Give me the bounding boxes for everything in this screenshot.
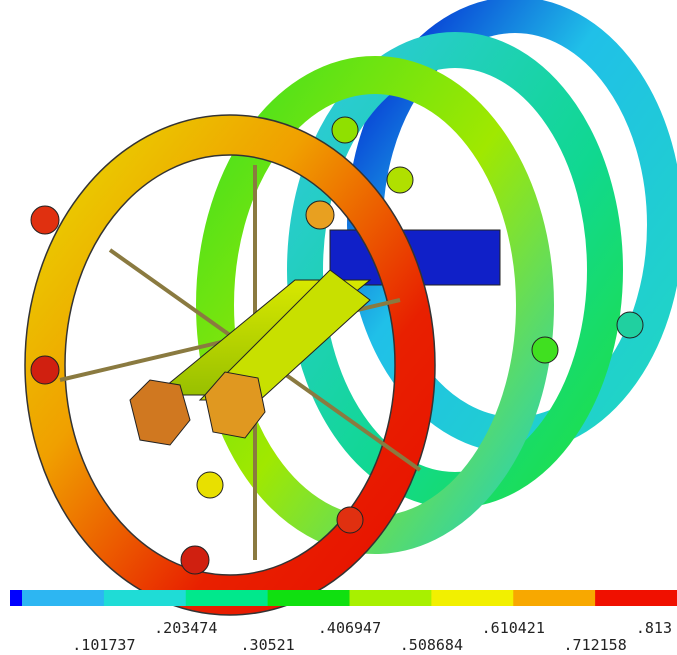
legend-label: .813 bbox=[636, 619, 672, 637]
legend-swatch bbox=[104, 590, 186, 606]
legend-label: .203474 bbox=[154, 619, 217, 637]
bolt bbox=[387, 167, 413, 193]
legend-swatch bbox=[431, 590, 513, 606]
bolt bbox=[181, 546, 209, 574]
contour-plot: .101737 .203474 .30521 .406947 .508684 .61042… bbox=[0, 0, 677, 655]
legend: .101737 .203474 .30521 .406947 .508684 .61042… bbox=[10, 590, 677, 654]
legend-swatch bbox=[513, 590, 595, 606]
legend-swatch bbox=[595, 590, 677, 606]
legend-label: .30521 bbox=[241, 636, 295, 654]
legend-swatch bbox=[10, 590, 23, 606]
hex-nut bbox=[130, 380, 190, 445]
legend-label: .610421 bbox=[482, 619, 545, 637]
screenshot: .101737 .203474 .30521 .406947 .508684 .61042… bbox=[0, 0, 677, 655]
legend-label: .712158 bbox=[564, 636, 627, 654]
legend-label: .406947 bbox=[318, 619, 381, 637]
legend-swatch bbox=[186, 590, 268, 606]
model bbox=[25, 15, 665, 615]
legend-swatch bbox=[350, 590, 432, 606]
legend-label: .101737 bbox=[72, 636, 135, 654]
legend-swatch bbox=[268, 590, 350, 606]
legend-label: .508684 bbox=[400, 636, 463, 654]
bolt bbox=[532, 337, 558, 363]
bolt bbox=[306, 201, 334, 229]
bolt bbox=[31, 356, 59, 384]
bolt bbox=[332, 117, 358, 143]
bolt bbox=[31, 206, 59, 234]
legend-swatch bbox=[22, 590, 104, 606]
bolt bbox=[337, 507, 363, 533]
bolt bbox=[197, 472, 223, 498]
bolt bbox=[617, 312, 643, 338]
